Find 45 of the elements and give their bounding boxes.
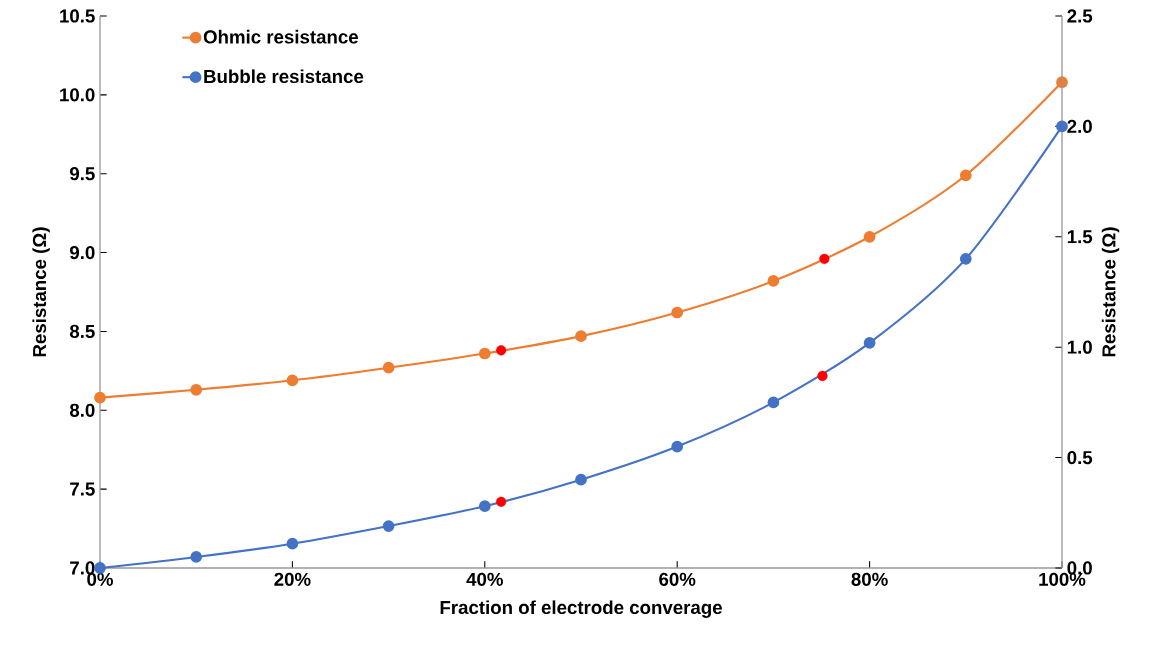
y2-tick-label: 1.0 <box>1067 340 1092 354</box>
point <box>1056 120 1068 133</box>
point <box>190 551 203 563</box>
point <box>382 520 395 532</box>
point <box>959 253 972 265</box>
y-tick-label: 10.0 <box>60 88 95 102</box>
point <box>671 306 684 319</box>
point <box>767 396 780 409</box>
point <box>863 230 876 243</box>
point <box>94 391 106 404</box>
point <box>671 440 684 453</box>
point <box>286 537 299 550</box>
point <box>767 275 780 287</box>
point <box>496 496 507 507</box>
y-tick-label: 7.5 <box>70 482 95 496</box>
point <box>863 336 876 349</box>
y-tick-label: 9.5 <box>69 167 95 181</box>
point <box>190 383 203 396</box>
point <box>817 370 828 381</box>
legend-label: Bubble resistance <box>204 69 364 84</box>
x-tick-label: 60% <box>659 572 696 586</box>
legend-label: Ohmic resistance <box>203 29 359 44</box>
point <box>478 500 491 513</box>
y-tick-label: 8.5 <box>69 324 95 339</box>
point <box>575 330 587 343</box>
point <box>496 345 507 356</box>
x-tick-label: 80% <box>851 572 888 586</box>
y-tick-label: 10.5 <box>60 9 95 23</box>
point <box>819 253 830 264</box>
y2-tick-label: 0.5 <box>1067 450 1093 465</box>
x-tick-label: 40% <box>466 572 503 586</box>
y-tick-label: 9.0 <box>69 245 95 260</box>
x-axis-title: Fraction of electrode converage <box>440 600 722 618</box>
point <box>959 169 972 182</box>
y2-axis-title: Resistance (Ω) <box>1101 227 1120 357</box>
point <box>478 347 491 360</box>
y-tick-label: 8.0 <box>69 403 95 417</box>
point <box>575 473 587 486</box>
point <box>286 374 299 387</box>
x-tick-label: 20% <box>274 572 311 586</box>
y2-tick-label: 2.5 <box>1067 9 1093 23</box>
y-axis-title: Resistance (Ω) <box>32 227 50 357</box>
y2-tick-label: 2.0 <box>1067 119 1092 133</box>
point <box>382 361 395 374</box>
y2-tick-label: 1.5 <box>1067 230 1093 244</box>
